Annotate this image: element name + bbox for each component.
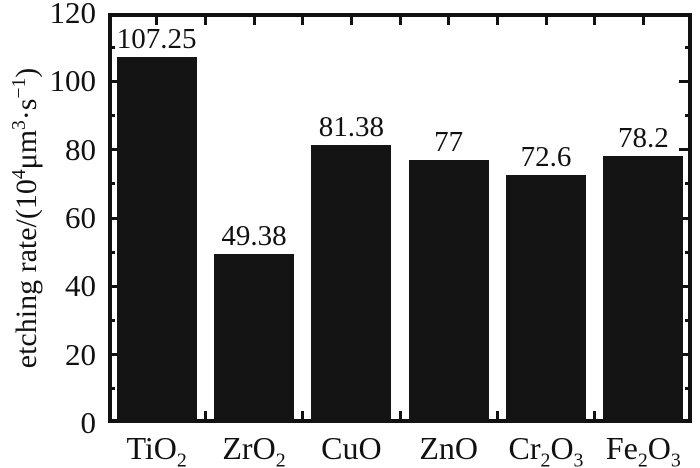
y-tick-label: 20 [65,336,96,372]
x-tick-label: CuO [321,430,382,466]
x-tick-label: ZrO2 [222,430,286,468]
y-axis-tick-right [679,148,692,152]
x-axis-tick-bottom [203,411,207,423]
y-axis-tick [108,182,115,186]
y-axis-tick [108,216,121,220]
x-axis-tick-bottom [301,411,305,423]
y-tick-label: 0 [80,404,97,440]
x-axis-tick-top [544,13,548,25]
x-axis-tick-bottom [398,411,402,423]
y-axis-tick-right [685,114,692,117]
bar-value-label: 107.25 [116,22,197,55]
bar-Cr_2O_3 [506,174,586,423]
x-axis-tick-top [495,13,499,25]
bar-value-label: 81.38 [318,110,384,143]
x-tick-label: TiO2 [126,430,187,468]
x-axis-tick-top [252,13,256,25]
y-axis-tick-right [685,182,692,186]
y-axis-tick [108,319,115,322]
bar-value-label: 77 [434,125,464,158]
x-axis-tick-top [641,13,645,25]
y-title-superscript: 4 [9,169,30,180]
x-axis-tick-bottom [593,411,597,423]
y-title-text: ·s [10,98,43,121]
y-axis-tick-right [685,250,692,254]
x-axis-tick-top [593,13,597,25]
bar-ZnO [408,159,489,423]
bar-CuO [311,144,392,423]
y-axis-tick [108,79,121,83]
y-axis-tick-right [685,387,692,391]
x-axis-tick-top [155,13,159,25]
y-axis-tick-right [679,216,692,220]
bar-value-label: 72.6 [520,140,572,173]
x-axis-tick-top [203,13,207,25]
y-tick-label: 40 [65,268,96,304]
y-axis-tick [108,353,121,357]
y-axis-tick [108,148,121,152]
bar-TiO_2 [116,56,197,423]
bar-value-label: 49.38 [221,220,287,253]
x-axis-tick-bottom [495,411,499,423]
bar-value-label: 78.2 [617,121,669,154]
y-axis-tick-right [679,353,692,357]
bar-Fe_2O_3 [603,155,684,423]
bar-ZrO_2 [214,254,294,423]
y-axis-tick-right [685,319,692,322]
x-axis-tick-top [398,13,402,25]
x-axis-tick-top [301,13,305,25]
y-axis-tick [108,387,115,391]
y-axis-tick-right [679,79,692,83]
y-tick-label: 100 [49,63,97,99]
x-tick-label: Fe2O3 [605,430,681,468]
y-axis-tick-right [679,284,692,288]
y-tick-label: 60 [65,199,96,235]
y-axis-tick [108,45,115,49]
y-title-superscript: 3 [9,120,30,130]
y-tick-label: 120 [49,0,97,30]
y-axis-tick [108,250,115,254]
x-axis-tick-top [447,13,451,25]
x-axis-tick-top [349,13,353,25]
y-axis-tick-right [685,45,692,49]
y-axis-tick [108,284,121,288]
x-tick-label: Cr2O3 [508,430,584,468]
y-tick-label: 80 [65,131,96,167]
y-axis-tick [108,114,115,117]
x-tick-label: ZnO [419,430,478,466]
